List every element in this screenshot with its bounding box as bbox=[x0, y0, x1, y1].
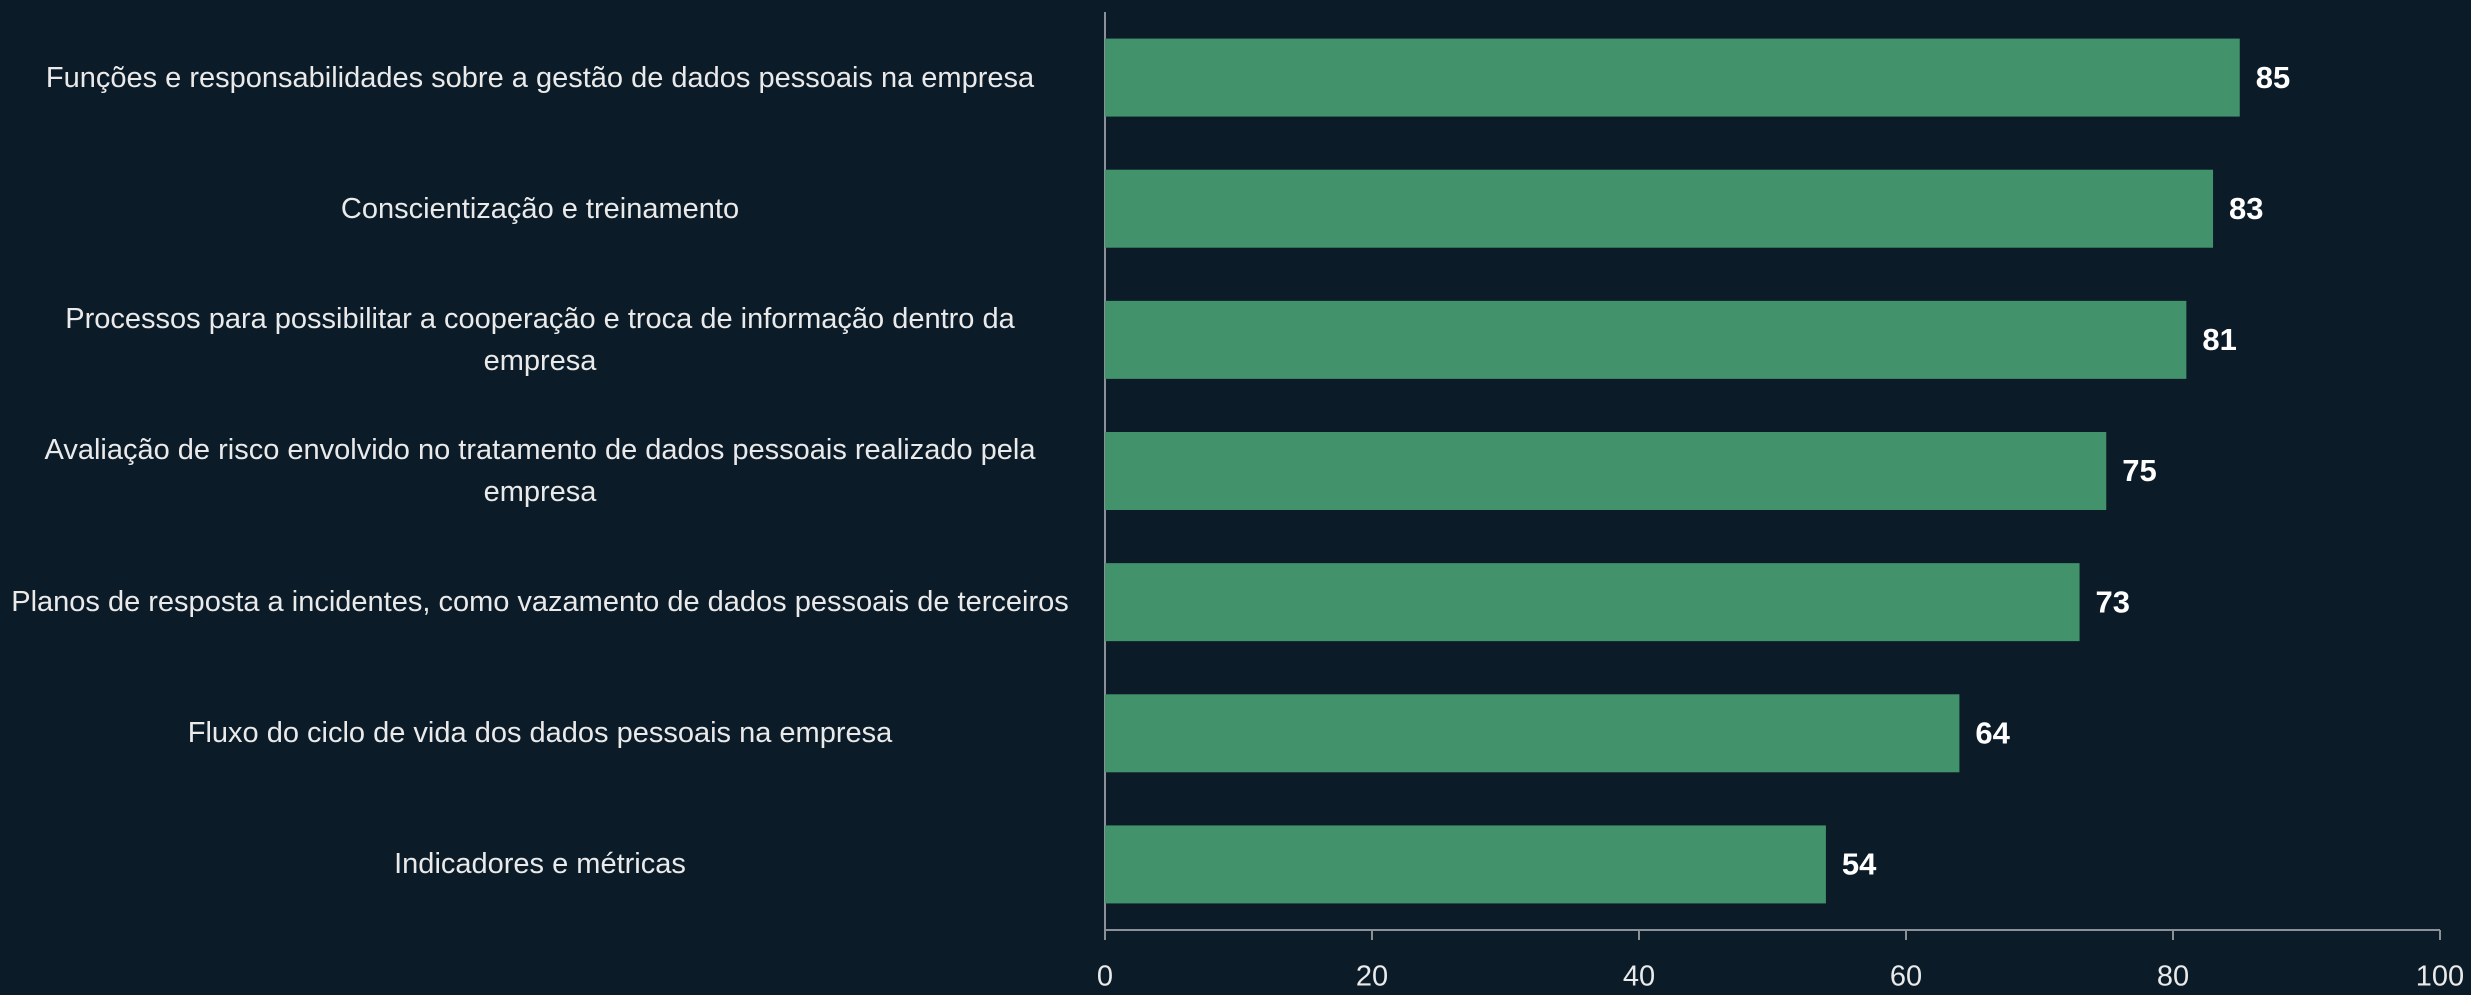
x-tick-label: 80 bbox=[2157, 961, 2189, 993]
y-tick-label: Fluxo do ciclo de vida dos dados pessoai… bbox=[187, 717, 893, 750]
y-tick-label: Processos para possibilitar a cooperação… bbox=[65, 302, 1015, 377]
bar bbox=[1105, 694, 1960, 773]
x-tick-label: 40 bbox=[1623, 961, 1655, 993]
x-tick-label: 20 bbox=[1356, 961, 1388, 993]
bar bbox=[1105, 169, 2214, 248]
value-label: 83 bbox=[2229, 191, 2263, 226]
x-tick-label: 100 bbox=[2416, 961, 2464, 993]
value-label: 85 bbox=[2256, 60, 2290, 95]
bar bbox=[1105, 38, 2240, 117]
y-tick-label: Conscientização e treinamento bbox=[340, 192, 740, 225]
y-tick-label: Funções e responsabilidades sobre a gest… bbox=[45, 61, 1035, 94]
value-label: 73 bbox=[2096, 584, 2130, 619]
bar bbox=[1105, 563, 2080, 642]
bar bbox=[1105, 300, 2187, 379]
y-tick-label: Planos de resposta a incidentes, como va… bbox=[11, 586, 1069, 619]
bar bbox=[1105, 825, 1826, 904]
value-label: 54 bbox=[1842, 847, 1877, 882]
x-tick-label: 60 bbox=[1890, 961, 1922, 993]
value-label: 81 bbox=[2202, 322, 2236, 357]
y-tick-label: Indicadores e métricas bbox=[394, 848, 686, 881]
x-tick-label: 0 bbox=[1097, 961, 1113, 993]
value-label: 75 bbox=[2122, 453, 2156, 488]
value-label: 64 bbox=[1975, 715, 2010, 750]
bar bbox=[1105, 432, 2107, 510]
y-tick-label: Avaliação de risco envolvido no tratamen… bbox=[44, 434, 1036, 508]
